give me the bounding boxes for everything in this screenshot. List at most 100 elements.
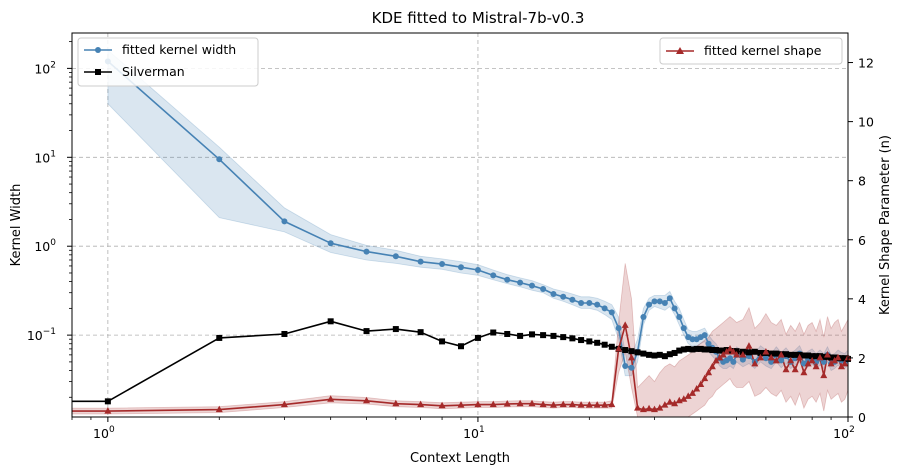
width-point (439, 261, 446, 268)
width-point (363, 248, 370, 255)
shape-point (539, 400, 547, 408)
shape-point (327, 395, 335, 402)
silverman-point (800, 352, 807, 359)
y-right-axis-label: Kernel Shape Parameter (n) (878, 135, 893, 315)
silverman-point (439, 338, 446, 345)
shape-point (756, 353, 764, 361)
shape-point (708, 362, 716, 370)
silverman-point (216, 334, 223, 341)
silverman-point (490, 329, 497, 336)
shape-point (474, 400, 482, 408)
y-right-tick-label: 4 (858, 292, 866, 307)
silverman-point (634, 349, 641, 356)
y-left-axis-label: Kernel Width (9, 184, 24, 267)
silverman-point (392, 326, 399, 333)
shape-point (577, 401, 585, 408)
shape-point (417, 400, 425, 408)
width-point (327, 240, 334, 247)
width-point (705, 340, 712, 347)
legend-shape-marker (676, 47, 684, 54)
shape-point (639, 405, 647, 413)
silverman-point (680, 346, 687, 353)
width-point (628, 364, 635, 371)
shape-point (528, 399, 536, 407)
shape-point (104, 407, 112, 414)
silverman-point (820, 353, 827, 360)
width-point (578, 299, 585, 306)
silverman-point (569, 335, 576, 342)
silverman-point (745, 349, 752, 356)
shape-point (628, 353, 636, 361)
silverman-point (661, 353, 668, 360)
shape-point (782, 365, 790, 373)
shape-point (601, 401, 609, 408)
width-point (550, 291, 557, 298)
width-point (529, 282, 536, 289)
x-axis-label: Context Length (410, 451, 510, 466)
width-point (586, 299, 593, 306)
legend-entry-fitted-kernel-shape: fitted kernel shape (704, 43, 822, 58)
legend-width-marker (95, 47, 101, 53)
y-right-axis-ticks: 0 2 4 6 8 10 12 (848, 56, 874, 425)
shape-point (772, 356, 780, 364)
silverman-point (601, 341, 608, 348)
shape-point (808, 356, 816, 364)
silverman-point (697, 345, 704, 352)
width-point (680, 325, 687, 332)
shape-point (489, 400, 497, 408)
silverman-point (676, 347, 683, 354)
width-point (661, 299, 668, 306)
silverman-point (104, 398, 111, 405)
silverman-point (792, 351, 799, 358)
silverman-point (666, 351, 673, 358)
shape-point (392, 399, 400, 407)
silverman-point (841, 355, 848, 362)
silverman-point (457, 343, 464, 350)
silverman-point (809, 353, 816, 360)
shape-point (615, 345, 623, 352)
shape-point (726, 345, 734, 352)
silverman-point (693, 345, 700, 352)
shape-point (751, 359, 759, 367)
shape-point (585, 401, 593, 408)
silverman-point (529, 331, 536, 338)
width-point (417, 258, 424, 265)
shape-point (457, 401, 465, 408)
silverman-point (517, 332, 524, 339)
silverman-point (720, 347, 727, 354)
width-point (569, 296, 576, 303)
width-point (651, 298, 658, 305)
shape-point (716, 353, 724, 361)
width-point (676, 313, 683, 320)
width-point (474, 267, 481, 274)
legend-entry-silverman: Silverman (122, 64, 185, 79)
shape-point (549, 401, 557, 408)
shape-point (762, 348, 770, 355)
shape-point (280, 400, 288, 408)
shape-point (787, 356, 795, 364)
silverman-point (768, 350, 775, 357)
shape-point (621, 321, 629, 328)
silverman-point (656, 351, 663, 358)
shape-point (812, 362, 820, 370)
shape-point (608, 400, 616, 408)
width-point (392, 253, 399, 260)
silverman-point (783, 351, 790, 358)
shape-point (739, 350, 747, 358)
width-point (490, 272, 497, 279)
silverman-point (540, 332, 547, 339)
y-right-tick-label: 6 (858, 233, 866, 248)
shape-point (438, 401, 446, 409)
silverman-point (705, 346, 712, 353)
width-point (601, 305, 608, 312)
plot-frame (71, 32, 849, 418)
silverman-point (813, 353, 820, 360)
legend-left: fitted kernel width Silverman (77, 37, 259, 87)
shape-point (841, 359, 849, 367)
shape-point (823, 350, 831, 358)
silverman-point (640, 350, 647, 357)
width-point (517, 279, 524, 286)
shape-point (834, 353, 842, 361)
shape-point (816, 353, 824, 361)
